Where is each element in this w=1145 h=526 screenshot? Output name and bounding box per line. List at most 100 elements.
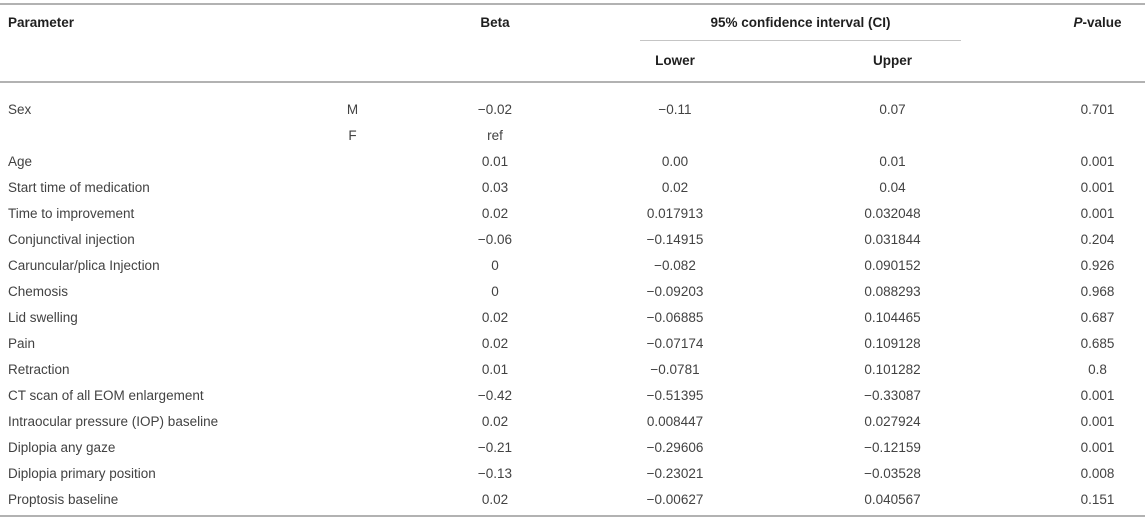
cell-parameter: Intraocular pressure (IOP) baseline bbox=[8, 413, 219, 429]
table-row: Lid swelling 0.02 −0.06885 0.104465 0.68… bbox=[0, 304, 1145, 330]
cell-pvalue: 0.968 bbox=[1080, 283, 1115, 299]
cell-ci-lower: −0.14915 bbox=[646, 231, 704, 247]
cell-ci-lower: −0.06885 bbox=[646, 309, 704, 325]
cell-pvalue: 0.926 bbox=[1080, 257, 1115, 273]
cell-beta: 0.02 bbox=[481, 335, 509, 351]
cell-ci-lower: −0.07174 bbox=[646, 335, 704, 351]
cell-sub-level: F bbox=[348, 127, 357, 143]
cell-beta: −0.21 bbox=[477, 439, 513, 455]
cell-ci-upper: −0.12159 bbox=[864, 439, 921, 455]
cell-pvalue: 0.8 bbox=[1088, 361, 1107, 377]
cell-pvalue: 0.008 bbox=[1080, 465, 1115, 481]
cell-beta: ref bbox=[487, 127, 503, 143]
cell-ci-upper: 0.032048 bbox=[864, 205, 921, 221]
cell-parameter: Diplopia any gaze bbox=[8, 439, 116, 455]
pvalue-italic-p: P bbox=[1073, 15, 1083, 30]
table-row: Caruncular/plica Injection 0 −0.082 0.09… bbox=[0, 252, 1145, 278]
cell-beta: 0.02 bbox=[481, 309, 509, 325]
cell-parameter: Age bbox=[8, 153, 33, 169]
cell-ci-upper: 0.031844 bbox=[864, 231, 921, 247]
cell-pvalue: 0.001 bbox=[1080, 413, 1115, 429]
table-row: Chemosis 0 −0.09203 0.088293 0.968 bbox=[0, 278, 1145, 304]
cell-parameter: Sex bbox=[8, 101, 32, 117]
ci-group-label: 95% confidence interval (CI) bbox=[640, 5, 961, 41]
cell-sub-level bbox=[330, 252, 375, 278]
cell-ci-lower: 0.017913 bbox=[646, 205, 704, 221]
cell-ci-upper: 0.101282 bbox=[864, 361, 921, 377]
cell-pvalue: 0.204 bbox=[1080, 231, 1115, 247]
cell-sub-level bbox=[330, 356, 375, 382]
table-row: Retraction 0.01 −0.0781 0.101282 0.8 bbox=[0, 356, 1145, 382]
cell-ci-upper: −0.03528 bbox=[864, 465, 921, 481]
cell-ci-lower: −0.11 bbox=[658, 101, 692, 117]
table-row: Time to improvement 0.02 0.017913 0.0320… bbox=[0, 200, 1145, 226]
cell-parameter: Retraction bbox=[8, 361, 70, 377]
column-header-sub bbox=[330, 4, 375, 82]
cell-sub-level bbox=[330, 174, 375, 200]
cell-beta: 0.02 bbox=[481, 491, 509, 507]
table-row: Proptosis baseline 0.02 −0.00627 0.04056… bbox=[0, 486, 1145, 516]
cell-ci-lower: −0.0781 bbox=[650, 361, 700, 377]
table-row: Age 0.01 0.00 0.01 0.001 bbox=[0, 148, 1145, 174]
regression-table: Parameter Beta 95% confidence interval (… bbox=[0, 3, 1145, 517]
cell-ci-upper: 0.027924 bbox=[864, 413, 921, 429]
cell-ci-upper: 0.040567 bbox=[864, 491, 921, 507]
cell-sub-level bbox=[330, 278, 375, 304]
cell-sub-level bbox=[330, 486, 375, 516]
cell-parameter: CT scan of all EOM enlargement bbox=[8, 387, 204, 403]
cell-sub-level bbox=[330, 460, 375, 486]
cell-sub-level bbox=[330, 408, 375, 434]
table-row: Pain 0.02 −0.07174 0.109128 0.685 bbox=[0, 330, 1145, 356]
cell-ci-lower: −0.082 bbox=[654, 257, 696, 273]
cell-pvalue: 0.687 bbox=[1080, 309, 1115, 325]
cell-pvalue: 0.001 bbox=[1080, 439, 1115, 455]
cell-parameter bbox=[0, 122, 330, 148]
column-header-parameter: Parameter bbox=[8, 15, 75, 30]
cell-pvalue: 0.001 bbox=[1080, 205, 1115, 221]
cell-beta: −0.42 bbox=[477, 387, 513, 403]
cell-ci-upper: 0.109128 bbox=[864, 335, 921, 351]
column-header-ci-upper: Upper bbox=[872, 53, 912, 68]
table-row: Intraocular pressure (IOP) baseline 0.02… bbox=[0, 408, 1145, 434]
cell-ci-upper bbox=[735, 122, 1050, 148]
column-header-beta: Beta bbox=[480, 15, 510, 30]
cell-sub-level bbox=[330, 226, 375, 252]
cell-parameter: Caruncular/plica Injection bbox=[8, 257, 160, 273]
cell-sub-level bbox=[330, 200, 375, 226]
column-header-pvalue: P-value bbox=[1050, 4, 1145, 82]
table-row: Diplopia any gaze −0.21 −0.29606 −0.1215… bbox=[0, 434, 1145, 460]
column-header-ci-lower: Lower bbox=[655, 53, 695, 68]
cell-pvalue: 0.685 bbox=[1080, 335, 1115, 351]
cell-beta: 0 bbox=[491, 283, 499, 299]
cell-beta: 0.02 bbox=[481, 413, 509, 429]
cell-ci-lower: 0.02 bbox=[661, 179, 689, 195]
cell-ci-lower: −0.09203 bbox=[646, 283, 704, 299]
cell-ci-upper: 0.104465 bbox=[864, 309, 921, 325]
cell-parameter: Pain bbox=[8, 335, 36, 351]
cell-parameter: Conjunctival injection bbox=[8, 231, 135, 247]
cell-pvalue bbox=[1050, 122, 1145, 148]
table-header: Parameter Beta 95% confidence interval (… bbox=[0, 4, 1145, 82]
cell-sub-level: M bbox=[346, 101, 359, 117]
cell-sub-level bbox=[330, 304, 375, 330]
table-body: Sex M −0.02 −0.11 0.07 0.701 F ref Age 0… bbox=[0, 82, 1145, 516]
pvalue-suffix: -value bbox=[1082, 15, 1122, 30]
cell-pvalue: 0.001 bbox=[1080, 179, 1115, 195]
cell-ci-lower: −0.23021 bbox=[646, 465, 704, 481]
cell-parameter: Diplopia primary position bbox=[8, 465, 156, 481]
table-row: Start time of medication 0.03 0.02 0.04 … bbox=[0, 174, 1145, 200]
table-row: Conjunctival injection −0.06 −0.14915 0.… bbox=[0, 226, 1145, 252]
cell-ci-upper: 0.04 bbox=[879, 179, 906, 195]
cell-beta: 0.01 bbox=[481, 361, 509, 377]
regression-table-container: Parameter Beta 95% confidence interval (… bbox=[0, 3, 1145, 517]
cell-ci-lower: −0.00627 bbox=[646, 491, 704, 507]
table-row: CT scan of all EOM enlargement −0.42 −0.… bbox=[0, 382, 1145, 408]
cell-parameter: Chemosis bbox=[8, 283, 69, 299]
cell-ci-lower: 0.00 bbox=[661, 153, 689, 169]
table-row: F ref bbox=[0, 122, 1145, 148]
table-row: Diplopia primary position −0.13 −0.23021… bbox=[0, 460, 1145, 486]
cell-ci-upper: −0.33087 bbox=[864, 387, 921, 403]
cell-beta: 0.01 bbox=[481, 153, 509, 169]
cell-ci-upper: 0.090152 bbox=[864, 257, 921, 273]
cell-sub-level bbox=[330, 382, 375, 408]
